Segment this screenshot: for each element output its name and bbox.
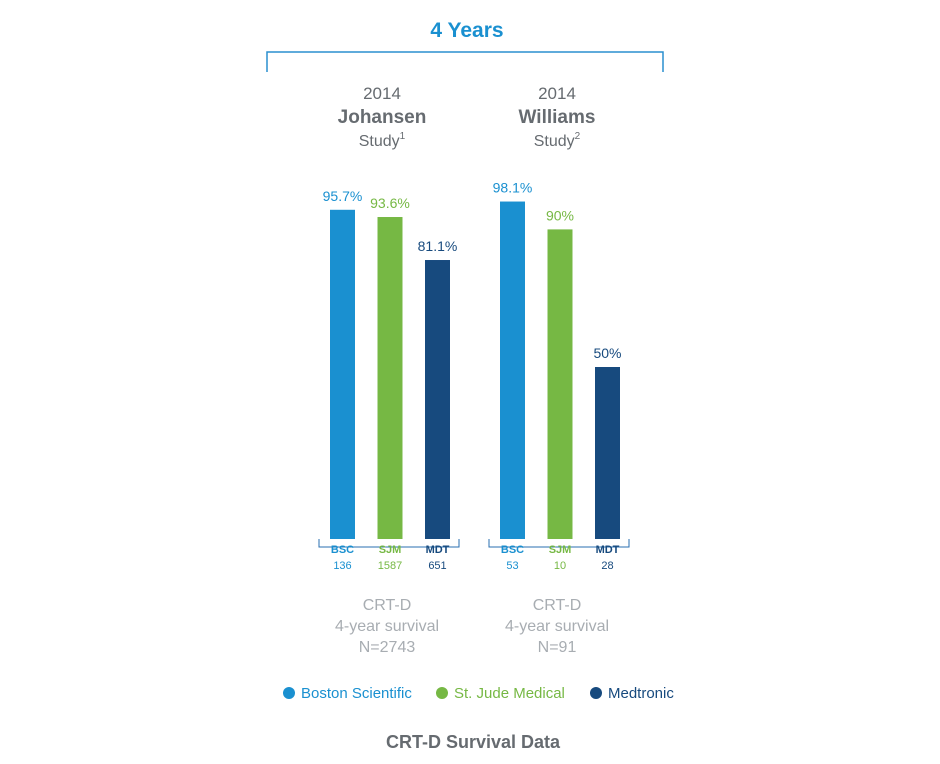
study-subtitle: Study1 [359,131,406,150]
study-heading-johansen: 2014 Johansen Study1 [338,84,427,150]
chart-title: CRT-D Survival Data [386,732,561,752]
legend-label: Medtronic [608,685,674,702]
legend: Boston Scientific St. Jude Medical Medtr… [283,685,674,702]
bar-mdt [595,367,620,539]
legend-swatch [436,687,448,699]
bar-bsc [500,201,525,539]
sample-size-label: 651 [428,560,446,572]
category-tick-label: BSC [501,544,524,556]
header-label: 4 Years [430,19,503,42]
legend-item-boston-scientific: Boston Scientific [283,685,412,702]
category-tick-label: SJM [549,544,572,556]
data-label: 98.1% [493,180,533,196]
bar-mdt [425,260,450,539]
category-tick-label: MDT [426,544,450,556]
sample-size-label: 53 [506,560,518,572]
bar-sjm [547,229,573,539]
study-year: 2014 [538,84,576,103]
header-bracket [266,51,664,72]
category-tick-label: SJM [379,544,402,556]
sample-size-label: 1587 [378,560,402,572]
sample-size-label: 28 [601,560,613,572]
legend-label: Boston Scientific [301,685,412,702]
study-subtitle-text: Study [534,133,575,150]
study-subtitle: Study2 [534,131,581,150]
footer-line: CRT-D [533,597,582,614]
study-subtitle-text: Study [359,133,400,150]
data-label: 90% [546,207,574,223]
bar-sjm [377,217,403,540]
footer-line: N=91 [538,639,577,656]
legend-item-medtronic: Medtronic [590,685,674,702]
x-axis-bracket [318,539,460,548]
legend-swatch [590,687,602,699]
study-heading-williams: 2014 Williams Study2 [519,84,596,150]
bars-layer: 95.7% BSC 136 93.6% SJM 1587 81.1% MDT 651 98.1% B… [318,180,630,572]
sample-size-label: 136 [333,560,351,572]
footer-line: CRT-D [363,597,412,614]
study-year: 2014 [363,84,401,103]
data-label: 81.1% [418,238,458,254]
study-ref-superscript: 2 [575,131,581,142]
sample-size-label: 10 [554,560,566,572]
category-tick-label: BSC [331,544,354,556]
data-label: 50% [593,345,621,361]
study-footer-williams: CRT-D 4-year survival N=91 [505,597,609,656]
data-label: 95.7% [323,188,363,204]
bar-bsc [330,209,355,540]
study-footer-johansen: CRT-D 4-year survival N=2743 [335,597,439,656]
category-tick-label: MDT [596,544,620,556]
study-ref-superscript: 1 [400,131,406,142]
legend-swatch [283,687,295,699]
footer-line: N=2743 [359,639,416,656]
data-label: 93.6% [370,195,410,211]
footer-line: 4-year survival [505,618,609,635]
x-axis-bracket [488,539,630,548]
legend-label: St. Jude Medical [454,685,565,702]
study-name: Johansen [338,107,427,128]
study-name: Williams [519,107,596,128]
footer-line: 4-year survival [335,618,439,635]
legend-item-st-jude-medical: St. Jude Medical [436,685,565,702]
